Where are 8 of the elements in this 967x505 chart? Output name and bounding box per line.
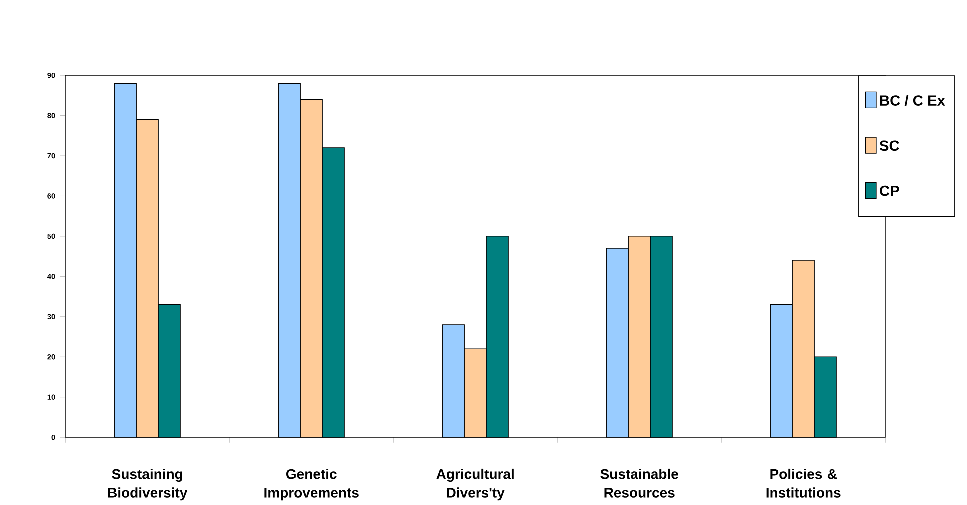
- legend-label: SC: [880, 140, 900, 152]
- x-tick-label: Policies & Institutions: [766, 468, 841, 498]
- x-tick-label: Genetic Improvements: [264, 468, 359, 501]
- x-tick-label: Sustainable Resources: [600, 468, 678, 498]
- legend-label: BC / C Ex: [880, 95, 946, 106]
- legend-label: CP: [880, 186, 900, 196]
- x-tick-label: Sustaining Biodiversity: [108, 468, 188, 501]
- x-tick-label: Agricultural Divers'ty: [436, 468, 514, 501]
